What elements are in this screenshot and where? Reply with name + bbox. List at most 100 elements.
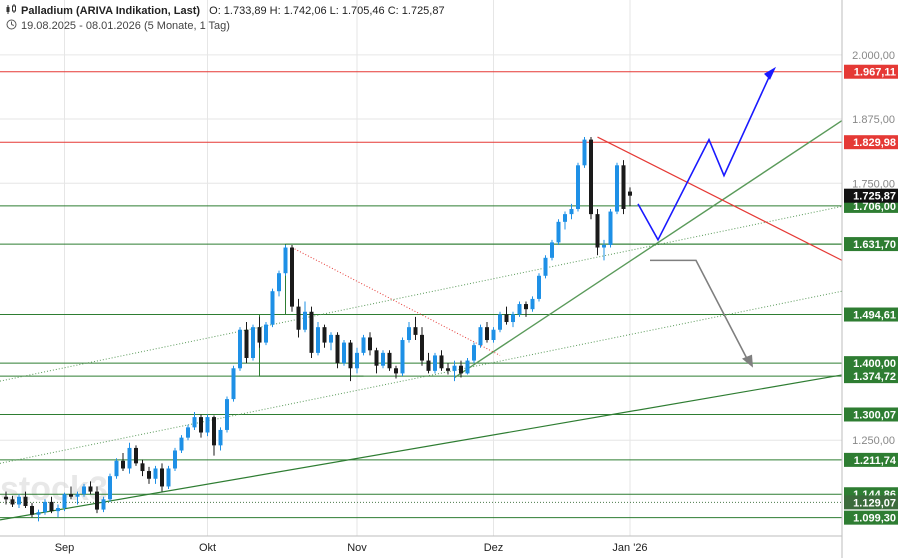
candle-body	[296, 306, 301, 330]
candle-body	[394, 368, 398, 374]
candle-body	[582, 139, 587, 166]
candle-body	[498, 314, 502, 330]
falling-resistance-line	[597, 136, 843, 261]
candle-body	[576, 165, 580, 209]
candle-body	[595, 214, 600, 248]
x-tick-label: Sep	[55, 542, 75, 554]
candle-body	[439, 355, 444, 369]
x-tick-label: Okt	[199, 542, 216, 554]
candle-body	[537, 275, 541, 299]
candle-body	[56, 508, 60, 512]
candle-body	[589, 139, 593, 215]
level-label: 1.300,07	[853, 409, 896, 421]
candlestick-icon	[6, 4, 16, 14]
candle-body	[563, 214, 567, 222]
candle-body	[381, 352, 385, 366]
last-price-label-bg	[844, 188, 898, 203]
candle-body	[192, 417, 197, 428]
candle-body	[160, 468, 164, 487]
level-label: 1.829,98	[853, 137, 896, 149]
candle-body	[134, 447, 138, 464]
candle-body	[4, 496, 8, 500]
level-label-bg	[844, 369, 898, 384]
bullish-arrowhead	[764, 66, 776, 80]
steep-trendline	[454, 120, 843, 379]
candle-body	[199, 417, 203, 433]
candle-body	[147, 471, 151, 479]
candle-body	[621, 165, 626, 209]
candle-body	[108, 476, 112, 500]
candle-body	[10, 499, 15, 505]
candle-body	[251, 327, 255, 358]
level-label-bg	[844, 510, 898, 525]
candle-body	[36, 512, 41, 515]
candle-body	[95, 491, 99, 510]
candle-body	[82, 486, 86, 495]
bullish-scenario-line	[637, 72, 772, 242]
candle-body	[511, 314, 515, 323]
level-label-bg	[844, 135, 898, 150]
level-label: 1.400,00	[853, 358, 896, 370]
candle-body	[322, 327, 327, 343]
candle-body	[290, 247, 294, 307]
y-tick-label: 1.250,00	[852, 435, 895, 447]
candle-body	[543, 257, 548, 276]
candle-body	[264, 324, 268, 343]
candle-body	[550, 242, 554, 258]
channel-upper-line	[0, 205, 843, 382]
candle-body	[212, 417, 216, 446]
candle-body	[101, 499, 106, 510]
x-axis: Sep Okt Nov Dez Jan '26	[0, 535, 842, 554]
y-tick-label: 2.000,00	[852, 50, 895, 62]
candle-body	[602, 244, 606, 248]
candle-body	[329, 334, 333, 343]
candle-body	[277, 273, 281, 292]
clock-icon	[6, 19, 17, 30]
level-label-bg	[844, 495, 898, 510]
candle-body	[452, 365, 457, 371]
candle-body	[270, 291, 275, 325]
level-label-bg	[844, 237, 898, 252]
level-label-bg	[844, 356, 898, 371]
y-tick-label: 1.750,00	[852, 178, 895, 190]
level-label: 1.967,11	[854, 67, 896, 79]
level-label: 1.374,72	[853, 371, 896, 383]
date-range: 19.08.2025 - 08.01.2026 (5 Monate, 1 Tag…	[21, 20, 230, 32]
candle-body	[153, 468, 158, 479]
bearish-scenario-line	[650, 259, 749, 361]
candle-body	[342, 342, 346, 364]
level-label: 1.494,61	[853, 310, 896, 322]
level-label: 1.706,00	[853, 201, 896, 213]
candle-body	[75, 494, 80, 497]
horizontal-levels	[0, 71, 842, 519]
candle-body	[43, 501, 47, 513]
candle-body	[205, 417, 210, 433]
last-price-label: 1.725,87	[853, 191, 896, 203]
channel-middle-line	[0, 290, 843, 464]
level-label-bg	[844, 407, 898, 422]
y-axis: 2.000,00 1.875,00 1.750,00 1.250,00 1.967,11…	[841, 0, 898, 558]
candle-body	[524, 304, 528, 310]
instrument-name: Palladium (ARIVA Indikation, Last)	[21, 5, 201, 17]
level-label: 1.631,70	[853, 239, 896, 251]
candle-body	[335, 334, 340, 364]
x-tick-label: Nov	[347, 542, 367, 554]
candle-body	[309, 311, 314, 353]
candle-body	[472, 345, 476, 361]
level-label: 1.099,30	[853, 513, 896, 525]
candle-body	[615, 165, 619, 212]
candle-body	[186, 427, 190, 438]
candle-body	[121, 460, 125, 469]
candle-body	[257, 327, 262, 343]
y-tick-label: 1.875,00	[852, 114, 895, 126]
candle-body	[218, 429, 223, 446]
candle-body	[530, 298, 535, 310]
candles	[4, 137, 632, 522]
candle-body	[231, 368, 236, 400]
chart-header: Palladium (ARIVA Indikation, Last) O: 1.…	[6, 4, 445, 17]
x-tick-label: Jan '26	[612, 542, 647, 554]
candle-body	[23, 496, 28, 506]
candle-body	[114, 460, 119, 477]
candle-body	[420, 334, 424, 361]
